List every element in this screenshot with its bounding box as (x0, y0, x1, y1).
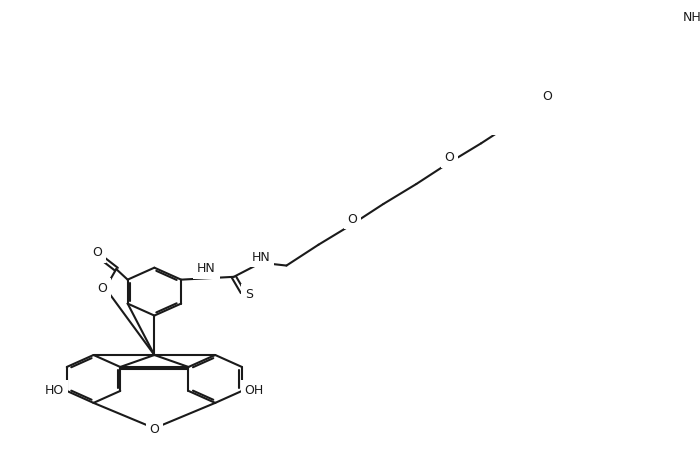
Text: O: O (92, 247, 102, 259)
Text: HN: HN (197, 262, 216, 275)
Text: S: S (245, 288, 253, 301)
Text: OH: OH (245, 384, 264, 397)
Text: HO: HO (45, 384, 64, 397)
Text: O: O (149, 423, 160, 436)
Text: O: O (542, 91, 552, 103)
Text: O: O (347, 212, 357, 226)
Text: HN: HN (252, 251, 270, 263)
Text: O: O (98, 282, 108, 294)
Text: O: O (444, 151, 454, 164)
Text: NH₂: NH₂ (683, 11, 700, 24)
